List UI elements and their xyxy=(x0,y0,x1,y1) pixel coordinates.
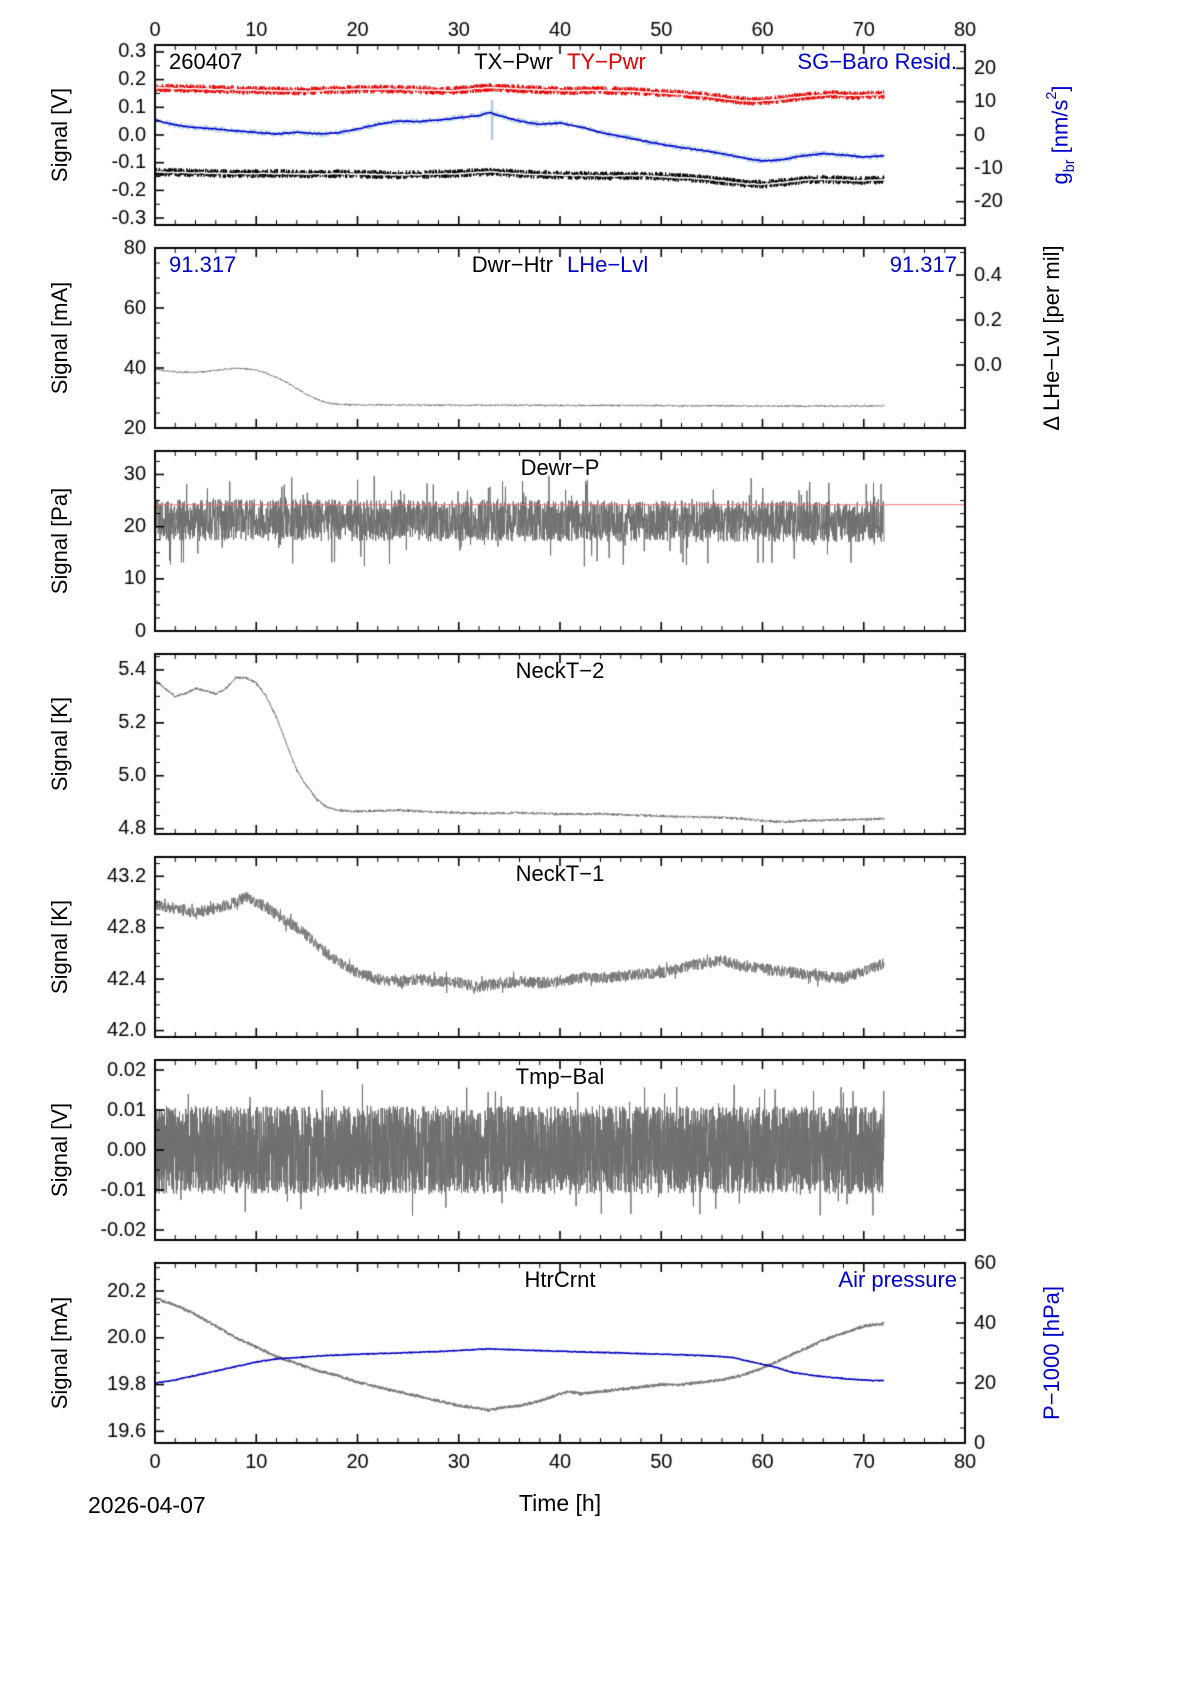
x-axis-title: Time [h] xyxy=(518,1490,602,1516)
dwr-htr-panel-y2label: Δ LHe−Lvl [per mil] xyxy=(1039,245,1064,431)
y2label-part: br xyxy=(1061,159,1078,173)
y2label-part: ] xyxy=(1047,85,1073,92)
y2label-part: 2 xyxy=(1044,91,1060,100)
heater-current-panel-ylabel: Signal [mA] xyxy=(47,1296,72,1410)
date-label: 2026-04-07 xyxy=(88,1492,206,1518)
heater-current-panel-y2label: P−1000 [hPa] xyxy=(1039,1286,1064,1420)
y2label-part: [nm/s xyxy=(1047,99,1073,160)
y2label-part: g xyxy=(1047,172,1073,185)
